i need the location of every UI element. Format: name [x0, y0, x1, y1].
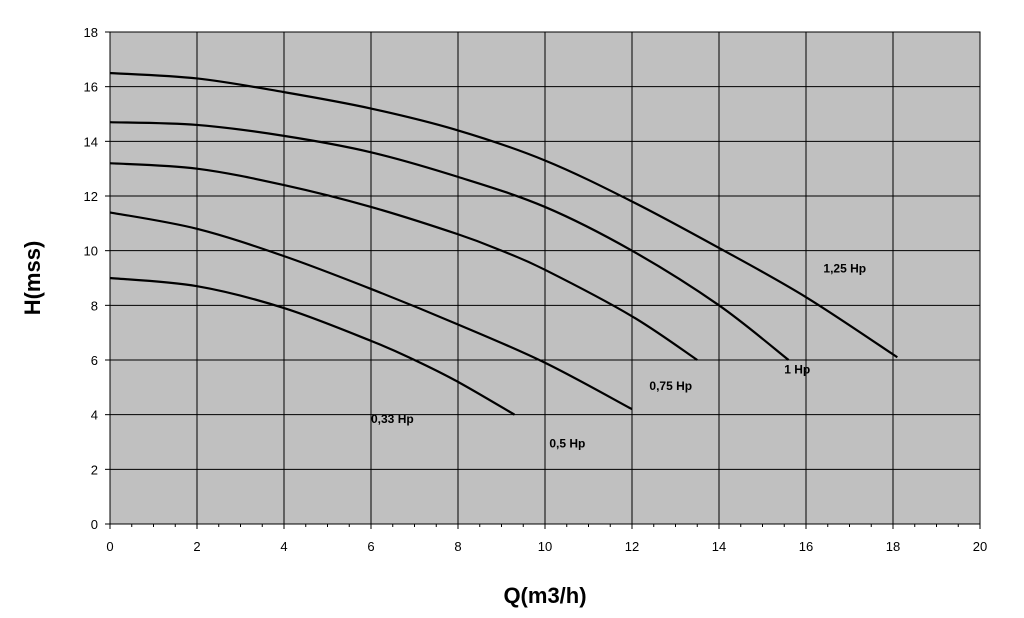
x-tick-label: 4: [280, 539, 287, 554]
x-tick-label: 16: [799, 539, 813, 554]
x-tick-label: 0: [106, 539, 113, 554]
x-tick-label: 2: [193, 539, 200, 554]
series-line-2: [109, 211, 633, 411]
series-line-3: [109, 162, 698, 361]
series-label: 1,25 Hp: [823, 262, 866, 276]
y-axis: 0 2 4 6 8 10 12 14 16 18: [84, 25, 110, 532]
grid: [109, 31, 981, 525]
x-tick-label: 14: [712, 539, 726, 554]
x-axis-title: Q(m3/h): [503, 583, 586, 608]
series-line-5: [109, 71, 898, 359]
series-line-4: [109, 121, 790, 361]
y-tick-label: 6: [91, 353, 98, 368]
y-tick-label: 18: [84, 25, 98, 40]
x-axis: 0 2 4 6 8 10 12 14 16 18 20: [106, 524, 987, 554]
x-tick-label: 10: [538, 539, 552, 554]
y-tick-label: 14: [84, 134, 98, 149]
y-tick-label: 16: [84, 80, 98, 95]
x-tick-label: 6: [367, 539, 374, 554]
series-labels: 0,33 Hp 0,5 Hp 0,75 Hp 1 Hp 1,25 Hp: [371, 262, 866, 451]
x-tick-label: 18: [886, 539, 900, 554]
y-tick-label: 12: [84, 189, 98, 204]
y-axis-title: H(mss): [20, 241, 45, 316]
x-tick-label: 12: [625, 539, 639, 554]
y-tick-label: 10: [84, 244, 98, 259]
x-tick-label: 20: [973, 539, 987, 554]
series-label: 1 Hp: [784, 363, 810, 377]
series-label: 0,75 Hp: [649, 379, 692, 393]
y-tick-label: 2: [91, 462, 98, 477]
x-tick-label: 8: [454, 539, 461, 554]
series-label: 0,5 Hp: [549, 436, 585, 450]
series-label: 0,33 Hp: [371, 412, 414, 426]
series-group: [109, 71, 898, 416]
y-tick-label: 4: [91, 408, 98, 423]
series-line-1: [109, 276, 516, 416]
y-tick-label: 8: [91, 298, 98, 313]
y-tick-label: 0: [91, 517, 98, 532]
